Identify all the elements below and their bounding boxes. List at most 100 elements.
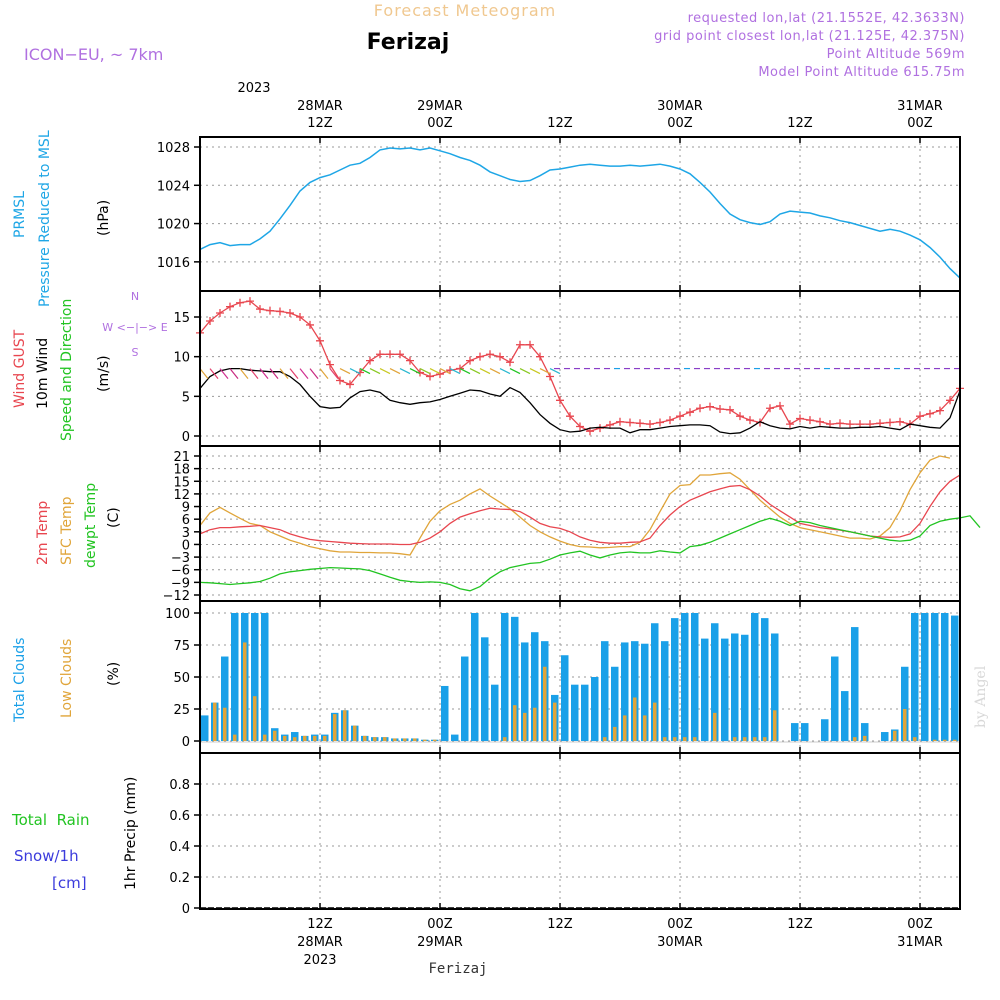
bottom-time-label: 28MAR (297, 935, 343, 950)
total-cloud-bar (681, 613, 689, 741)
low-cloud-bar (683, 737, 687, 741)
wind-gust-marker (706, 402, 714, 411)
wind-gust-marker (726, 405, 734, 414)
wind-gust-marker (656, 418, 664, 427)
wind-gust-marker (236, 298, 244, 307)
total-cloud-bar (501, 613, 509, 741)
wind-gust-marker (566, 412, 574, 421)
low-cloud-bar (613, 726, 617, 741)
y-tick-label: 0.2 (169, 871, 190, 886)
bottom-time-label: 2023 (303, 953, 336, 968)
bottom-time-labels: 12Z 28MAR 2023 00Z 29MAR 12Z 00Z 30MAR 12Z 00Z 31M… (297, 917, 943, 968)
wind-gust-marker (626, 418, 634, 427)
low-cloud-bar (933, 739, 937, 741)
y-tick-label: −9 (171, 576, 190, 591)
sfc-temp-label: SFC Temp (59, 496, 75, 565)
low-cloud-bar (743, 737, 747, 741)
low-cloud-bar (893, 730, 897, 741)
y-tick-label: 0 (182, 430, 190, 445)
wind-gust-marker (386, 350, 394, 359)
wind-gust-marker (676, 412, 684, 421)
total-cloud-bar (661, 641, 669, 741)
model-name: ICON−EU, ~ 7km (24, 45, 163, 64)
total-cloud-bar (881, 732, 889, 741)
top-time-label: 00Z (427, 116, 453, 131)
wind-gust-marker (646, 420, 654, 429)
wind-gust-marker (426, 372, 434, 381)
total-cloud-bar (851, 627, 859, 741)
low-cloud-bar (913, 737, 917, 741)
total-cloud-bar (611, 666, 619, 741)
wind-arrow (329, 368, 339, 379)
y-tick-label: 1020 (157, 218, 190, 233)
ten-m-wind-label: 10m Wind (35, 338, 51, 409)
total-cloud-bar (591, 677, 599, 741)
low-cloud-bar (623, 715, 627, 741)
y-tick-label: 0 (182, 735, 190, 750)
wind-arrow (399, 368, 411, 375)
compass-west-east: W <−|−> E (102, 321, 167, 334)
wind-gust-marker (296, 313, 304, 321)
total-cloud-bar (641, 643, 649, 741)
total-cloud-bar (571, 684, 579, 741)
low-cloud-bar (693, 737, 697, 741)
total-cloud-bar (261, 613, 269, 741)
low-cloud-bar (393, 738, 397, 741)
bottom-time-label: 30MAR (657, 935, 703, 950)
total-cloud-bar (481, 637, 489, 741)
total-cloud-bar (761, 618, 769, 741)
axis-ticks: 1016102010241028051015−12−9−6−3036912151… (157, 137, 921, 917)
wind-gust-marker (696, 404, 704, 413)
wind-gust-marker (926, 409, 934, 418)
top-time-label: 12Z (307, 116, 333, 131)
wind-gust-marker (686, 408, 694, 417)
wind-gust-marker (936, 406, 944, 415)
low-cloud-bar (513, 705, 517, 741)
wind-arrow (229, 368, 239, 379)
celsius-unit-label: (C) (106, 507, 122, 528)
top-time-label: 12Z (547, 116, 573, 131)
total-cloud-bar (901, 666, 909, 741)
total-cloud-bar (531, 632, 539, 741)
wind-gust-marker (526, 340, 534, 349)
wind-gust-marker (796, 414, 804, 423)
compass-north: N (131, 289, 139, 302)
wind-gust-marker (786, 420, 794, 429)
wind-gust-marker (226, 302, 234, 311)
low-cloud-bar (293, 737, 297, 741)
y-tick-label: −3 (171, 551, 190, 566)
bottom-time-label: 12Z (547, 917, 573, 932)
low-cloud-bar (753, 737, 757, 741)
low-cloud-bar (423, 739, 427, 741)
total-cloud-bar (731, 633, 739, 741)
y-tick-label: 75 (173, 639, 190, 654)
bottom-time-label: 00Z (907, 917, 933, 932)
low-cloud-bar (433, 739, 437, 741)
y-tick-label: 1024 (157, 179, 190, 194)
total-cloud-bar (821, 719, 829, 741)
wind-arrow (219, 368, 229, 379)
percent-unit-label: (%) (106, 662, 122, 686)
total-cloud-bar (931, 613, 939, 741)
wind-gust-marker (306, 320, 314, 329)
panel-frame (199, 136, 961, 292)
top-time-label: 00Z (667, 116, 693, 131)
wind-gust-marker (336, 376, 344, 385)
wind-gust-marker (636, 419, 644, 428)
wind-arrow (499, 368, 511, 375)
wind-arrow (509, 368, 521, 375)
y-tick-label: 25 (173, 703, 190, 718)
wind-arrow (349, 368, 361, 375)
total-cloud-bar (691, 613, 699, 741)
low-cloud-bar (713, 712, 717, 741)
low-cloud-bar (953, 739, 957, 741)
total-cloud-bar (511, 616, 519, 741)
low-cloud-bar (863, 735, 867, 741)
wind-gust-marker (406, 356, 414, 365)
low-cloud-bar (283, 735, 287, 741)
top-year-label: 2023 (237, 81, 270, 96)
total-cloud-bar (251, 613, 259, 741)
subtitle: Forecast Meteogram (374, 1, 556, 20)
bottom-time-label: 12Z (787, 917, 813, 932)
ms-unit-label: (m/s) (96, 355, 112, 392)
